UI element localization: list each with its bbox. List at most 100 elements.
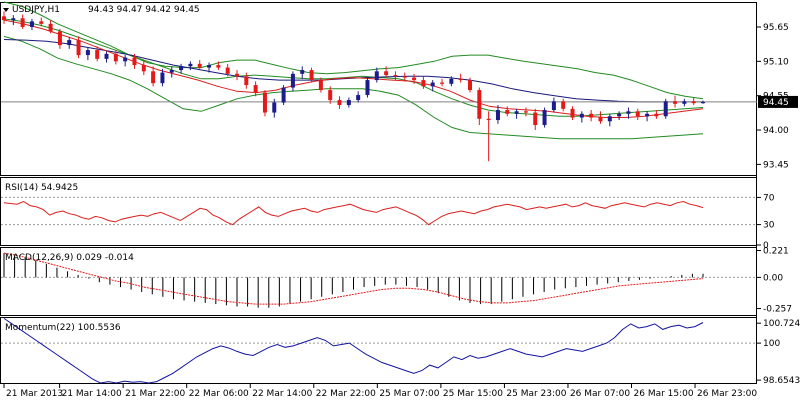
candle xyxy=(57,28,62,49)
candle-body xyxy=(197,63,202,68)
candle xyxy=(113,50,118,65)
time-tick-label: 26 Mar 23:00 xyxy=(697,389,757,399)
candle xyxy=(579,111,584,123)
macd-tick-label: -0.257 xyxy=(763,305,792,315)
candle-body xyxy=(281,87,286,103)
candle xyxy=(570,106,575,121)
candle xyxy=(123,55,128,67)
candle xyxy=(495,105,500,124)
candle xyxy=(561,98,566,112)
candle-body xyxy=(635,111,640,117)
candle-body xyxy=(300,70,305,74)
candle xyxy=(654,110,659,119)
candle xyxy=(281,85,286,106)
ohlc-readout: 94.43 94.47 94.42 94.45 xyxy=(88,5,200,15)
time-tick-label: 22 Mar 06:00 xyxy=(189,389,249,399)
candle xyxy=(374,67,379,83)
time-tick-label: 25 Mar 23:00 xyxy=(506,389,566,399)
candle xyxy=(430,80,435,92)
price-tick-label: 93.45 xyxy=(763,160,789,170)
candle xyxy=(76,36,81,59)
candle xyxy=(197,60,202,69)
panel-macd-frame xyxy=(0,247,757,316)
rsi-line xyxy=(3,200,704,226)
candle-body xyxy=(654,113,659,117)
bollinger-middle xyxy=(3,18,704,117)
candle xyxy=(11,15,16,26)
candle-body xyxy=(123,57,128,62)
current-price-label: 94.45 xyxy=(763,98,789,108)
candle-body xyxy=(542,110,547,126)
moving-average-slow xyxy=(3,39,703,103)
momentum-tick-label: 100.7247 xyxy=(763,319,800,329)
candle xyxy=(393,71,398,81)
candle xyxy=(691,97,696,106)
candle xyxy=(645,111,650,122)
candle-body xyxy=(39,21,44,24)
candle-body xyxy=(169,70,174,73)
candle-body xyxy=(551,101,556,111)
candle-body xyxy=(95,50,100,59)
candle xyxy=(253,81,258,97)
candle-body xyxy=(402,76,407,78)
candle-body xyxy=(570,108,575,118)
current-price-badge xyxy=(758,95,798,108)
bollinger-lower xyxy=(3,35,704,140)
candle-body xyxy=(207,65,212,68)
momentum-title: Momentum(22) 100.5536 xyxy=(5,323,121,333)
time-tick-label: 22 Mar 22:00 xyxy=(316,389,376,399)
candle xyxy=(169,66,174,78)
candle xyxy=(356,91,361,103)
bollinger-upper-path xyxy=(3,1,704,100)
moving-average-fast-path xyxy=(3,19,704,118)
candle xyxy=(67,37,72,49)
candle xyxy=(542,107,547,128)
candle xyxy=(29,18,34,31)
candle xyxy=(551,97,556,113)
candle-body xyxy=(290,73,295,88)
candle-body xyxy=(533,112,538,126)
candle xyxy=(244,72,249,89)
candle xyxy=(663,98,668,119)
symbol-title: USDJPY,H1 xyxy=(12,5,60,15)
candle-body xyxy=(449,78,454,84)
candle xyxy=(262,90,267,117)
bollinger-upper xyxy=(3,1,704,100)
candle-body xyxy=(160,72,165,84)
candle-body xyxy=(645,113,650,117)
candle-body xyxy=(617,113,622,117)
candle xyxy=(309,67,314,83)
bollinger-middle-path xyxy=(3,18,704,117)
candle-body xyxy=(11,18,16,21)
candle-body xyxy=(216,65,221,68)
candle-body xyxy=(663,101,668,117)
candle-body xyxy=(561,101,566,109)
candle xyxy=(682,98,687,107)
candle-body xyxy=(523,111,528,113)
candle-body xyxy=(67,40,72,46)
macd-title: MACD(12,26,9) 0.029 -0.014 xyxy=(5,253,134,263)
candle-body xyxy=(132,57,137,66)
panel-mom-frame xyxy=(0,317,757,384)
candle xyxy=(449,76,454,87)
candle xyxy=(635,108,640,121)
candle xyxy=(2,11,6,24)
candle-body xyxy=(374,71,379,81)
candle-body xyxy=(235,73,239,77)
candle-body xyxy=(262,92,267,113)
candle xyxy=(95,46,100,62)
candle-body xyxy=(309,70,314,81)
candle-body xyxy=(57,31,62,46)
candle-body xyxy=(141,65,146,72)
candle xyxy=(346,97,351,108)
momentum-tick-label: 100 xyxy=(763,339,780,349)
candle-body xyxy=(328,90,333,101)
candle-body xyxy=(365,80,370,96)
time-tick-label: 25 Mar 15:00 xyxy=(443,389,503,399)
macd-tick-label: 0.00 xyxy=(763,273,783,283)
candle-body xyxy=(76,40,81,56)
candle xyxy=(290,71,295,92)
candle-body xyxy=(48,23,53,32)
time-tick-label: 26 Mar 07:00 xyxy=(570,389,630,399)
